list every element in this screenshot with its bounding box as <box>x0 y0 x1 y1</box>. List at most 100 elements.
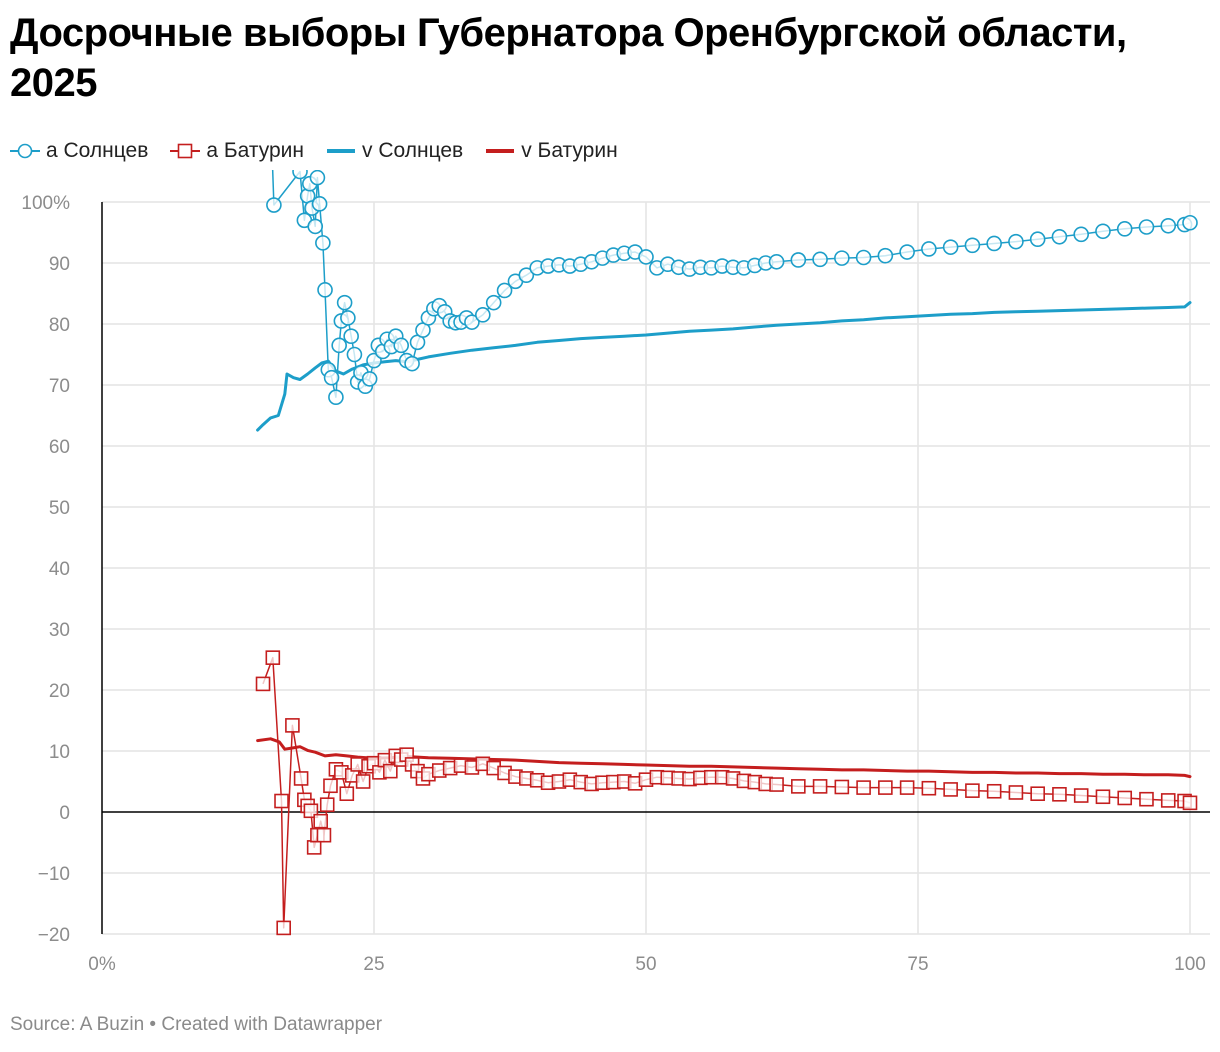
y-tick-label: 70 <box>49 376 70 397</box>
y-tick-label: 0 <box>59 803 70 824</box>
data-point <box>1051 228 1068 245</box>
data-point <box>343 328 359 344</box>
data-point <box>464 314 480 330</box>
square-marker-icon <box>170 143 201 159</box>
y-tick-label: 10 <box>49 742 70 763</box>
legend-label: a Солнцев <box>46 139 149 162</box>
line-marker-icon <box>486 149 515 153</box>
data-point <box>361 371 378 387</box>
data-point <box>496 282 513 299</box>
y-tick-label: 90 <box>49 254 70 275</box>
data-point <box>339 786 355 802</box>
data-point <box>393 337 410 354</box>
data-point <box>1095 223 1111 240</box>
legend-label: v Солнцев <box>362 139 464 162</box>
data-point <box>404 355 420 372</box>
legend-item-a-baturin[interactable]: a Батурин <box>170 139 304 163</box>
data-point <box>769 777 784 792</box>
data-point <box>1182 214 1198 231</box>
data-point <box>1073 788 1089 803</box>
y-tick-label: −10 <box>38 864 70 885</box>
data-point <box>1008 785 1024 800</box>
data-point <box>255 676 271 692</box>
data-point <box>768 253 785 270</box>
data-point <box>964 237 981 254</box>
data-point <box>331 337 347 354</box>
data-point <box>311 196 328 212</box>
data-point <box>1008 233 1024 250</box>
legend: a Солнцев a Батурин v Солнцев v Батурин <box>10 136 640 166</box>
x-tick-label: 25 <box>363 954 384 975</box>
legend-item-a-solntsev[interactable]: a Солнцев <box>10 139 148 163</box>
data-point <box>877 247 894 264</box>
data-point <box>474 307 491 323</box>
data-point <box>317 282 333 298</box>
data-point <box>791 779 806 794</box>
data-point <box>878 780 893 795</box>
data-point <box>336 294 353 311</box>
series-line <box>256 737 1192 779</box>
source-note: Source: A Buzin • Created with Datawrapp… <box>10 1014 383 1035</box>
data-point <box>293 771 309 786</box>
y-tick-label: 40 <box>49 559 70 580</box>
data-point <box>1030 786 1045 802</box>
data-point <box>942 239 959 255</box>
series <box>255 170 1198 936</box>
data-point <box>943 782 958 797</box>
y-tick-label: 50 <box>49 498 70 519</box>
y-tick-label: 30 <box>49 620 70 641</box>
legend-item-v-baturin[interactable]: v Батурин <box>485 139 618 163</box>
data-point <box>899 244 915 260</box>
y-tick-label: 80 <box>49 315 70 336</box>
data-point <box>834 250 850 266</box>
legend-item-v-solntsev[interactable]: v Солнцев <box>326 139 463 163</box>
data-point <box>1138 219 1155 235</box>
data-point <box>1116 221 1133 237</box>
data-point <box>309 170 326 186</box>
data-point <box>1073 226 1089 243</box>
data-point <box>1139 791 1154 807</box>
x-tick-label: 50 <box>635 954 656 975</box>
data-point <box>855 249 872 266</box>
data-point <box>1182 795 1198 811</box>
data-point <box>812 251 828 268</box>
y-tick-label: 100% <box>21 193 70 214</box>
data-point <box>323 778 338 794</box>
data-point <box>1160 793 1176 808</box>
data-point <box>921 241 937 257</box>
legend-label: a Батурин <box>206 139 305 162</box>
data-point <box>1052 787 1067 802</box>
data-point <box>274 793 289 809</box>
data-point <box>986 783 1002 799</box>
data-point <box>856 780 871 795</box>
x-tick-label: 100 <box>1174 954 1206 975</box>
data-point <box>328 389 344 405</box>
y-tick-label: −20 <box>38 925 70 946</box>
data-point <box>965 783 980 798</box>
chart-title: Досрочные выборы Губернатора Оренбургско… <box>10 11 1127 105</box>
data-point <box>346 346 363 363</box>
series-4 <box>256 737 1192 779</box>
series-3 <box>256 301 1192 432</box>
data-point <box>383 763 398 779</box>
series-2 <box>255 650 1198 936</box>
data-point <box>1117 790 1133 806</box>
data-point <box>834 779 850 795</box>
line-marker-icon <box>327 149 356 153</box>
data-point <box>313 813 328 829</box>
x-tick-label: 0% <box>88 954 116 975</box>
data-point <box>292 170 308 180</box>
data-point <box>899 780 915 795</box>
data-point <box>1029 231 1046 248</box>
data-point <box>921 780 937 796</box>
data-point <box>319 797 335 812</box>
data-point <box>307 218 324 235</box>
data-point <box>355 774 371 789</box>
data-point <box>790 252 807 268</box>
data-point <box>285 718 300 733</box>
series-1 <box>266 170 1198 405</box>
circle-marker-icon <box>10 143 40 159</box>
data-point <box>638 249 654 265</box>
